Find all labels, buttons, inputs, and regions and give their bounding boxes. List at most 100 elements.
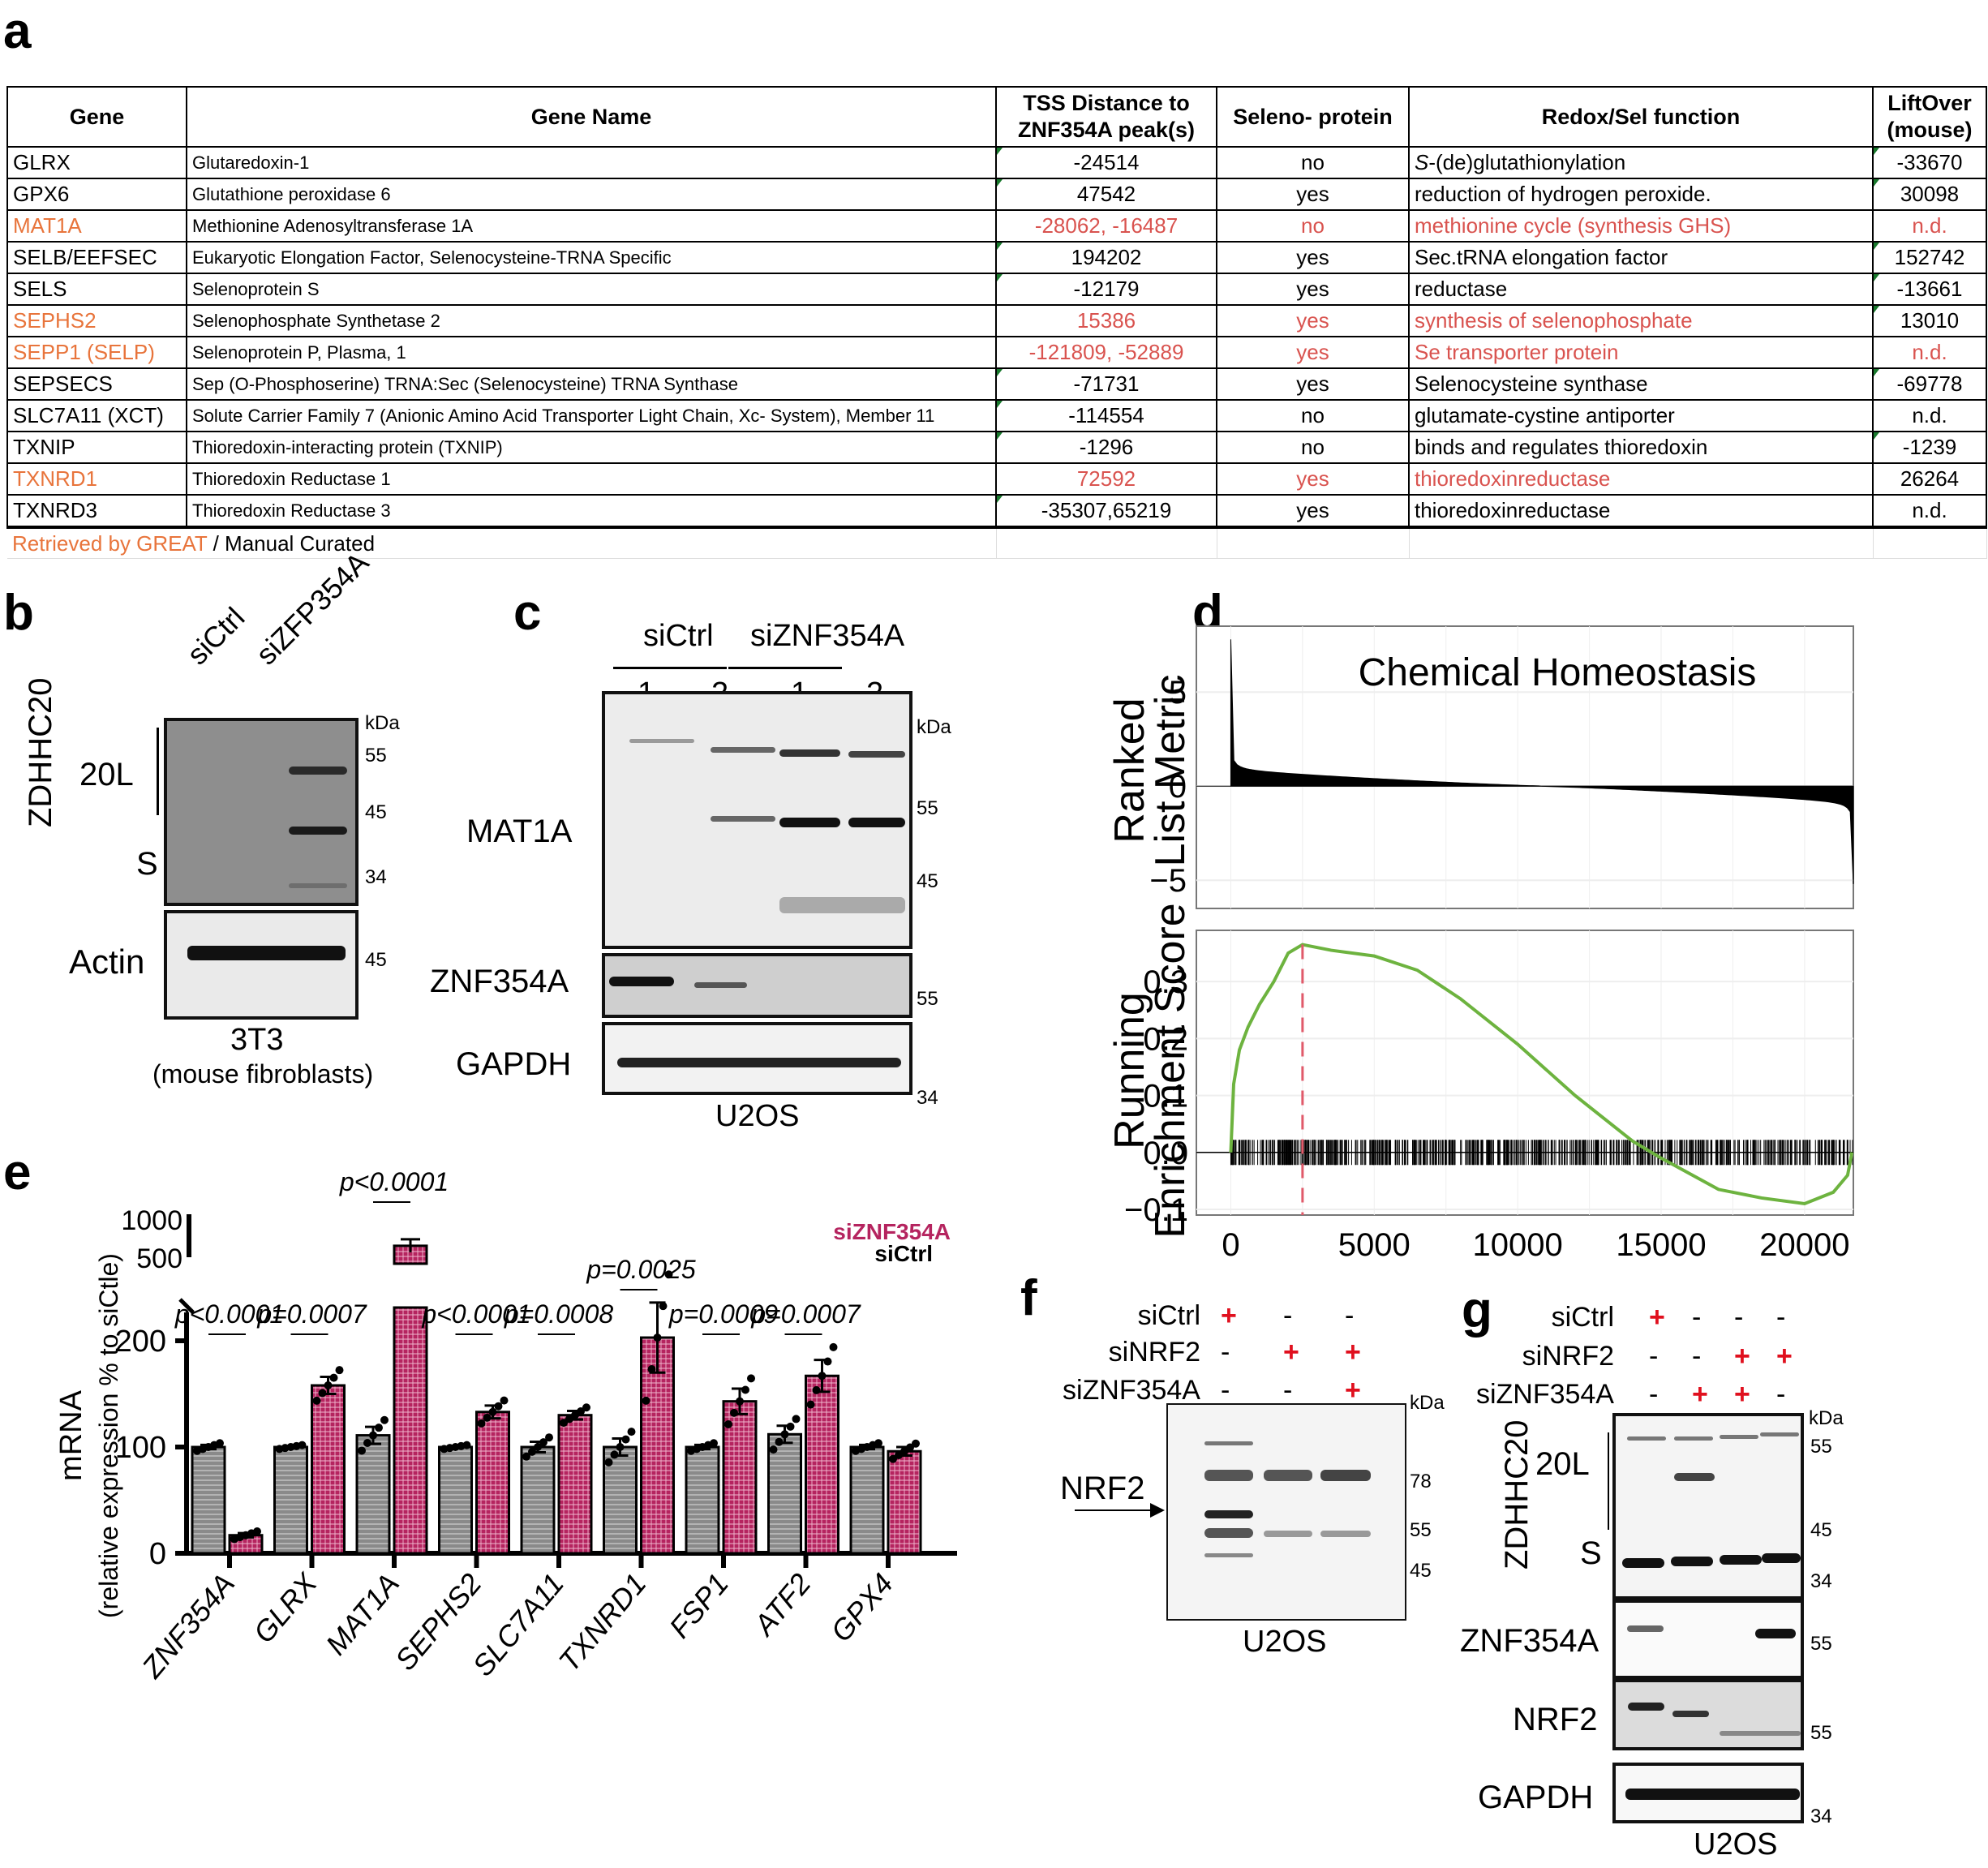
comment-marker-icon — [1874, 180, 1879, 187]
bar-siCtrl — [273, 1445, 308, 1555]
cell-gene: TXNRD1 — [6, 462, 187, 496]
p-value-label: p=0.0025 — [586, 1255, 696, 1284]
condition-label: siZNF354A — [1475, 1379, 1614, 1410]
data-point — [806, 1400, 815, 1409]
cell-gene: TXNRD3 — [6, 494, 187, 528]
header-tss-distance: TSS Distance to ZNF354A peak(s) — [995, 86, 1217, 148]
cell-gene: SELB/EEFSEC — [6, 241, 187, 274]
cell-selenoprotein: yes — [1216, 336, 1410, 369]
y-tick-label: 200 — [115, 1325, 166, 1359]
y-axis-label-2: (relative expression % to siCtle) — [94, 1253, 123, 1618]
data-point — [659, 1302, 668, 1311]
data-point — [375, 1424, 383, 1432]
panel-label-g: g — [1462, 1282, 1492, 1338]
row-label-gapdh: GAPDH — [456, 1046, 572, 1082]
data-point — [604, 1458, 613, 1466]
data-point — [358, 1446, 366, 1455]
data-point — [895, 1450, 903, 1459]
minus-sign: - — [1776, 1379, 1786, 1410]
data-point — [483, 1413, 492, 1422]
cell-liftover: -13661 — [1872, 273, 1987, 306]
condition-label: siNRF2 — [1522, 1341, 1614, 1372]
liftover-value: -13661 — [1896, 277, 1963, 301]
cell-function: S-(de)glutathionylation — [1408, 146, 1874, 179]
comment-marker-icon — [1874, 370, 1879, 376]
data-point — [318, 1389, 327, 1398]
x-tick-label: FSP1 — [663, 1567, 735, 1644]
table-header-row: Gene Gene Name TSS Distance to ZNF354A p… — [6, 86, 1987, 148]
data-point — [616, 1443, 625, 1451]
bar-siZNF354A — [557, 1414, 593, 1555]
band — [1264, 1470, 1312, 1481]
band — [1720, 1435, 1758, 1439]
data-point — [571, 1411, 579, 1419]
x-tick-label: 15000 — [1616, 1227, 1706, 1263]
cell-line-3t3: 3T3 — [230, 1023, 284, 1057]
legend-siznf354a: siZNF354A — [833, 1219, 951, 1244]
band — [1627, 1625, 1664, 1632]
panel-label-c: c — [513, 585, 542, 641]
data-point — [380, 1415, 389, 1424]
x-tick-label: 20000 — [1759, 1227, 1849, 1263]
comment-marker-icon — [998, 370, 1003, 376]
blot-actin — [164, 910, 359, 1020]
marker-34: 34 — [1810, 1570, 1832, 1592]
data-point — [610, 1450, 619, 1459]
plus-sign: + — [1345, 1337, 1361, 1368]
band — [289, 767, 347, 775]
comment-marker-icon — [998, 496, 1003, 503]
liftover-value: n.d. — [1912, 498, 1947, 522]
function-text: -(de)glutathionylation — [1428, 150, 1626, 174]
liftover-value: n.d. — [1912, 403, 1947, 427]
isoform-bracket — [157, 728, 159, 815]
panel-label-b: b — [3, 585, 34, 641]
footnote-great: Retrieved by GREAT — [12, 530, 208, 556]
data-point — [664, 1270, 673, 1279]
cell-line-u2os: U2OS — [1694, 1827, 1778, 1862]
function-text: reductase — [1415, 277, 1508, 301]
data-point — [906, 1443, 914, 1452]
data-point — [818, 1372, 827, 1381]
minus-sign: - — [1649, 1379, 1659, 1410]
data-point — [724, 1419, 732, 1428]
cell-selenoprotein: yes — [1216, 494, 1410, 528]
table-row: SEPHS2 Selenophosphate Synthetase 2 15386 y… — [6, 304, 1987, 337]
marker-34: 34 — [1810, 1806, 1832, 1827]
cell-function: reduction of hydrogen peroxide. — [1408, 178, 1874, 211]
band — [1320, 1531, 1371, 1537]
data-point — [621, 1435, 630, 1444]
cell-selenoprotein: no — [1216, 431, 1410, 464]
band — [1622, 1558, 1664, 1568]
cell-tss: -28062, -16487 — [995, 209, 1217, 243]
y-tick-label: 0.3 — [1143, 964, 1188, 1000]
row-label-mat1a: MAT1A — [466, 814, 573, 849]
minus-sign: - — [1649, 1341, 1659, 1372]
band — [609, 977, 674, 986]
blot-gapdh-g — [1612, 1763, 1804, 1823]
cell-tss: -12179 — [995, 273, 1217, 306]
liftover-value: -69778 — [1896, 371, 1963, 396]
y-axis-label-top-2: List Metric — [1147, 675, 1194, 867]
y-axis-label-bottom-2: Enrichment Score — [1147, 903, 1194, 1238]
cell-liftover: -1239 — [1872, 431, 1987, 464]
data-point — [780, 1430, 789, 1439]
y-tick-label: −5 — [1149, 863, 1187, 899]
p-value-label: p=0.0008 — [504, 1299, 614, 1329]
cell-selenoprotein: yes — [1216, 462, 1410, 496]
data-point — [647, 1364, 656, 1373]
cell-tss: -121809, -52889 — [995, 336, 1217, 369]
cell-gene: MAT1A — [6, 209, 187, 243]
cell-gene-name: Solute Carrier Family 7 (Anionic Amino A… — [186, 399, 997, 432]
cell-gene-name: Glutaredoxin-1 — [186, 146, 997, 179]
cell-function: methionine cycle (synthesis GHS) — [1408, 209, 1874, 243]
data-point — [545, 1433, 553, 1442]
band — [1204, 1553, 1253, 1557]
y-tick-label: 100 — [115, 1431, 166, 1465]
data-point — [494, 1402, 503, 1411]
band — [1264, 1531, 1312, 1537]
band — [711, 816, 775, 822]
blot-nrf2-g — [1612, 1679, 1804, 1750]
blot-mat1a — [602, 691, 912, 949]
cell-liftover: n.d. — [1872, 209, 1987, 243]
table-row: TXNRD1 Thioredoxin Reductase 1 72592 yes thi… — [6, 462, 1987, 496]
